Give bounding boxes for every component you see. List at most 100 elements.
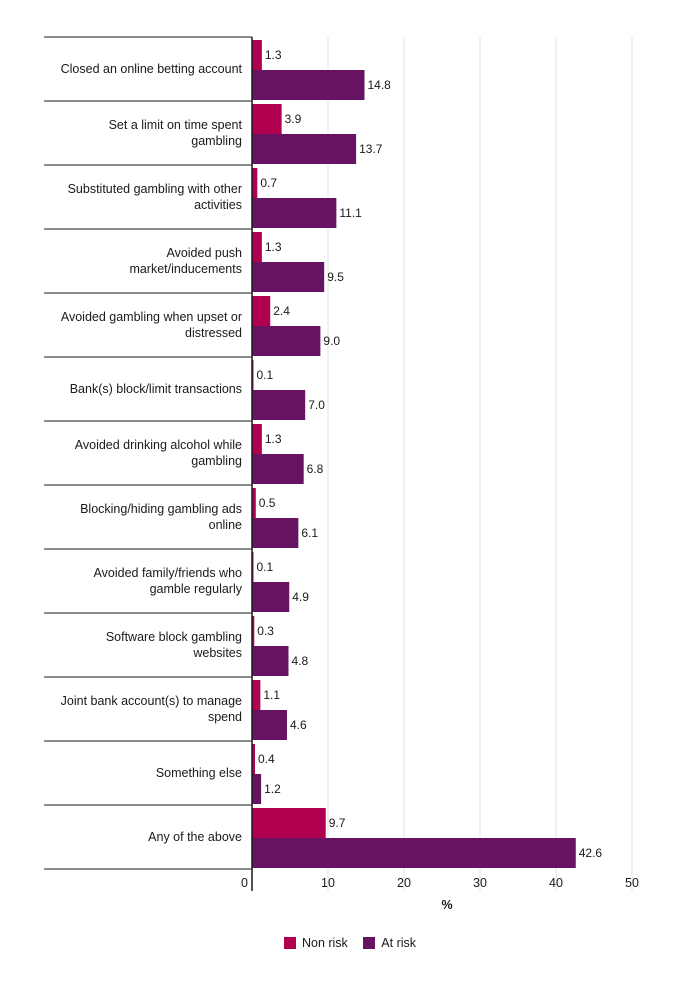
value-label-at-risk-1: 14.8 [367, 78, 391, 92]
value-label-non-risk-4: 1.3 [265, 240, 282, 254]
category-separators [44, 36, 252, 870]
category-label-line: Closed an online betting account [61, 62, 243, 76]
category-label-line: gambling [191, 134, 242, 148]
bar-at-risk-5 [252, 326, 321, 356]
category-label-9: Avoided family/friends who gamble regular… [94, 566, 243, 596]
bar-at-risk-8 [252, 518, 299, 548]
bar-at-risk-12 [252, 774, 262, 804]
x-tick-label-30: 30 [473, 876, 487, 890]
x-axis: 0 10 20 30 40 50% [241, 37, 639, 912]
category-label-line: gambling [191, 454, 242, 468]
gridlines [327, 37, 633, 891]
category-label-line: spend [208, 710, 242, 724]
bar-non-risk-13 [252, 808, 326, 838]
category-label-line: Avoided push [166, 246, 242, 260]
bar-non-risk-10 [252, 616, 255, 646]
value-label-non-risk-12: 0.4 [258, 752, 275, 766]
legend-item-non-risk: Non risk [283, 936, 348, 950]
value-label-at-risk-4: 9.5 [327, 270, 344, 284]
value-label-at-risk-10: 4.8 [291, 654, 308, 668]
category-label-line: market/inducements [129, 262, 242, 276]
legend-swatch-at-risk [363, 937, 376, 949]
legend-label-at-risk: At risk [381, 936, 417, 950]
bars [252, 40, 576, 868]
value-label-non-risk-8: 0.5 [259, 496, 276, 510]
category-label-line: Avoided drinking alcohol while [75, 438, 242, 452]
bar-non-risk-2 [252, 104, 282, 134]
value-label-non-risk-5: 2.4 [273, 304, 290, 318]
value-label-non-risk-10: 0.3 [257, 624, 274, 638]
x-tick-label-50: 50 [625, 876, 639, 890]
value-label-non-risk-6: 0.1 [257, 368, 274, 382]
x-tick-label-10: 10 [321, 876, 335, 890]
bar-non-risk-3 [252, 168, 258, 198]
category-label-line: Bank(s) block/limit transactions [70, 382, 242, 396]
bar-non-risk-12 [252, 744, 256, 774]
category-label-4: Avoided push market/inducements [129, 246, 242, 276]
value-label-non-risk-1: 1.3 [265, 48, 282, 62]
bar-at-risk-13 [252, 838, 576, 868]
bar-non-risk-7 [252, 424, 262, 454]
value-label-at-risk-6: 7.0 [308, 398, 325, 412]
legend-label-non-risk: Non risk [301, 936, 348, 950]
category-label-line: Any of the above [148, 830, 242, 844]
x-axis-title: % [441, 898, 452, 912]
category-label-6: Bank(s) block/limit transactions [70, 382, 242, 396]
value-label-at-risk-9: 4.9 [292, 590, 309, 604]
value-label-at-risk-11: 4.6 [290, 718, 307, 732]
value-label-non-risk-13: 9.7 [329, 816, 346, 830]
x-tick-label-40: 40 [549, 876, 563, 890]
bar-at-risk-6 [252, 390, 306, 420]
category-label-line: Blocking/hiding gambling ads [80, 502, 242, 516]
value-label-at-risk-7: 6.8 [307, 462, 324, 476]
category-label-2: Set a limit on time spent gambling [109, 118, 243, 148]
value-label-at-risk-3: 11.1 [339, 206, 362, 220]
category-label-3: Substituted gambling with other activitie… [68, 182, 242, 212]
bar-at-risk-11 [252, 710, 287, 740]
bar-at-risk-3 [252, 198, 337, 228]
category-label-5: Avoided gambling when upset or distressed [61, 310, 242, 340]
bar-non-risk-11 [252, 680, 261, 710]
legend: Non risk At risk [0, 936, 700, 952]
category-label-11: Joint bank account(s) to manage spend [61, 694, 242, 724]
category-label-line: Something else [156, 766, 242, 780]
bar-at-risk-1 [252, 70, 365, 100]
x-tick-label-20: 20 [397, 876, 411, 890]
value-label-at-risk-13: 42.6 [579, 846, 603, 860]
value-label-non-risk-2: 3.9 [285, 112, 302, 126]
category-label-7: Avoided drinking alcohol while gambling [75, 438, 242, 468]
category-label-line: Software block gambling [106, 630, 242, 644]
category-label-line: activities [194, 198, 242, 212]
legend-item-at-risk: At risk [363, 936, 416, 950]
bar-at-risk-2 [252, 134, 357, 164]
bar-non-risk-4 [252, 232, 262, 262]
category-label-line: websites [192, 646, 242, 660]
value-labels: 1.3 3.9 0.7 1.3 2.4 0.1 1.3 0.5 0.1 0.3 1.1 0.4 9.7 1… [257, 48, 603, 860]
bar-at-risk-4 [252, 262, 325, 292]
category-label-13: Any of the above [148, 830, 242, 844]
category-label-12: Something else [156, 766, 242, 780]
value-label-non-risk-7: 1.3 [265, 432, 282, 446]
value-label-non-risk-9: 0.1 [257, 560, 274, 574]
category-label-line: Joint bank account(s) to manage [61, 694, 242, 708]
legend-swatch-non-risk [283, 937, 296, 949]
category-label-10: Software block gambling websites [106, 630, 242, 660]
value-label-at-risk-5: 9.0 [323, 334, 340, 348]
value-label-non-risk-11: 1.1 [263, 688, 280, 702]
category-label-line: Substituted gambling with other [68, 182, 242, 196]
value-label-at-risk-12: 1.2 [264, 782, 281, 796]
category-label-line: distressed [185, 326, 242, 340]
category-label-line: Avoided gambling when upset or [61, 310, 242, 324]
category-label-line: gamble regularly [150, 582, 243, 596]
category-label-8: Blocking/hiding gambling ads online [80, 502, 242, 532]
category-label-line: Set a limit on time spent [109, 118, 243, 132]
x-tick-label-0: 0 [241, 876, 248, 890]
value-label-non-risk-3: 0.7 [260, 176, 277, 190]
bar-at-risk-7 [252, 454, 304, 484]
bar-chart: 1.3 3.9 0.7 1.3 2.4 0.1 1.3 0.5 0.1 0.3 1.1 0.4 9.7 1… [44, 36, 639, 912]
category-label-line: Avoided family/friends who [94, 566, 243, 580]
bar-non-risk-5 [252, 296, 271, 326]
value-label-at-risk-2: 13.7 [359, 142, 383, 156]
category-label-line: online [209, 518, 242, 532]
bar-at-risk-10 [252, 646, 289, 676]
